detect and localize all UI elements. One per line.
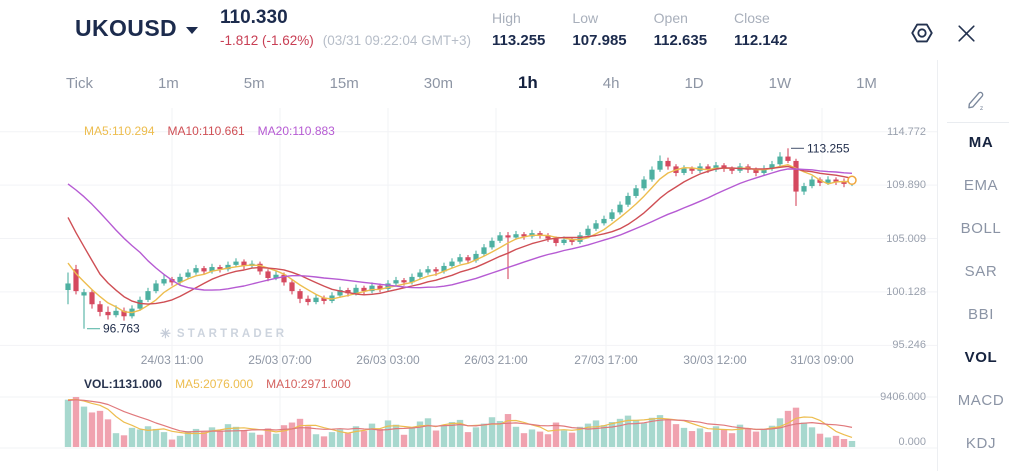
- symbol-selector[interactable]: UKOUSD: [75, 15, 199, 42]
- timeframe-tab-1m[interactable]: 1M: [852, 73, 881, 94]
- chart-region[interactable]: 113.255 96.763 MA5:110.294 MA10:110.661 MA2…: [0, 0, 937, 471]
- timeframe-tab-15m[interactable]: 15m: [326, 73, 363, 94]
- timeframe-tab-4h[interactable]: 4h: [599, 73, 624, 94]
- price-change-row: -1.812 (-1.62%) (03/31 09:22:04 GMT+3): [220, 33, 471, 48]
- ma-label: MA5:110.294: [84, 124, 155, 138]
- ma-overlay-labels: MA5:110.294 MA10:110.661 MA20:110.883: [84, 124, 335, 138]
- watermark: ✳ STARTRADER: [160, 326, 287, 342]
- time-axis-label: 26/03 03:00: [356, 353, 420, 367]
- timeframe-tab-5m[interactable]: 5m: [240, 73, 269, 94]
- timeframe-tabs: Tick 1m 5m 15m 30m 1h 4h 1D 1W 1M: [0, 62, 937, 104]
- stat-label: High: [492, 10, 521, 26]
- ohlc-stat-low: Low 107.985: [572, 10, 626, 49]
- stat-value: 112.635: [653, 32, 708, 49]
- svg-text:96.763: 96.763: [103, 322, 140, 336]
- indicator-item-kdj[interactable]: KDJ: [965, 435, 997, 452]
- ohlc-stat-open: Open 112.635: [654, 10, 707, 49]
- volume-label: VOL:1131.000: [84, 377, 163, 391]
- quote-timestamp: (03/31 09:22:04 GMT+3): [322, 33, 472, 48]
- ma-label: MA10:110.661: [167, 124, 245, 138]
- volume-label: MA10:2971.000: [266, 377, 351, 391]
- volume-axis-label: 9406.000: [880, 391, 926, 403]
- timeframe-tab-30m[interactable]: 30m: [420, 73, 457, 94]
- price-axis-label: 105.009: [886, 232, 926, 245]
- ohlc-stat-high: High 113.255: [492, 10, 545, 49]
- watermark-text: STARTRADER: [176, 328, 288, 340]
- time-axis-label: 25/03 07:00: [248, 353, 312, 367]
- chevron-down-icon: [186, 26, 199, 34]
- svg-text:z: z: [980, 105, 984, 111]
- timeframe-tab-1h[interactable]: 1h: [514, 71, 542, 95]
- indicator-item-vol[interactable]: VOL: [964, 349, 998, 366]
- ma-label: MA20:110.883: [257, 124, 335, 138]
- timeframe-tab-tick[interactable]: Tick: [62, 73, 97, 94]
- price-axis-label: 95.246: [892, 339, 926, 352]
- indicator-sidebar: z MA EMA BOLL SAR BBI VOL MACD KDJ: [937, 60, 1024, 471]
- price-change: -1.812 (-1.62%): [220, 33, 314, 48]
- volume-axis-label: 0.000: [898, 436, 926, 448]
- stat-value: 107.985: [572, 32, 627, 49]
- stat-value: 113.255: [492, 32, 546, 49]
- sidebar-divider: [947, 122, 1009, 123]
- time-axis-label: 26/03 21:00: [464, 353, 528, 367]
- indicator-item-boll[interactable]: BOLL: [960, 220, 1002, 237]
- price-axis-label: 100.128: [886, 285, 926, 298]
- time-axis-label: 24/03 11:00: [140, 353, 204, 367]
- candlestick-chart-svg[interactable]: 113.255 96.763: [0, 0, 937, 471]
- indicator-item-macd[interactable]: MACD: [957, 392, 1005, 409]
- indicator-item-sar[interactable]: SAR: [964, 263, 998, 280]
- stat-label: Low: [572, 10, 599, 26]
- settings-icon[interactable]: [907, 18, 937, 48]
- symbol-name: UKOUSD: [75, 15, 178, 41]
- volume-label: MA5:2076.000: [175, 377, 254, 391]
- price-axis-label: 114.772: [887, 125, 926, 138]
- edit-indicators-pencil-icon[interactable]: z: [964, 88, 989, 113]
- star-icon: ✳: [160, 326, 171, 341]
- indicator-item-ema[interactable]: EMA: [963, 177, 999, 194]
- time-axis-label: 30/03 12:00: [683, 353, 747, 367]
- header-icons: [907, 18, 980, 48]
- ohlc-stats: High 113.255 Low 107.985 Open 112.635 Close 112…: [492, 10, 787, 49]
- current-price: 110.330: [220, 7, 288, 28]
- volume-overlay-labels: VOL:1131.000 MA5:2076.000 MA10:2971.000: [84, 377, 351, 391]
- stat-label: Close: [734, 10, 770, 26]
- price-axis-label: 109.890: [886, 179, 926, 192]
- time-axis-label: 27/03 17:00: [574, 353, 638, 367]
- close-icon[interactable]: [953, 20, 980, 47]
- timeframe-tab-1m[interactable]: 1m: [154, 73, 183, 94]
- stat-label: Open: [653, 10, 688, 26]
- indicator-item-bbi[interactable]: BBI: [968, 306, 994, 323]
- timeframe-tab-1d[interactable]: 1D: [680, 73, 707, 94]
- timeframe-tab-1w[interactable]: 1W: [765, 73, 796, 94]
- indicator-item-ma[interactable]: MA: [968, 134, 994, 151]
- ohlc-stat-close: Close 112.142: [734, 10, 787, 49]
- time-axis-label: 31/03 09:00: [790, 353, 854, 367]
- stat-value: 112.142: [734, 32, 788, 49]
- svg-text:113.255: 113.255: [807, 141, 850, 155]
